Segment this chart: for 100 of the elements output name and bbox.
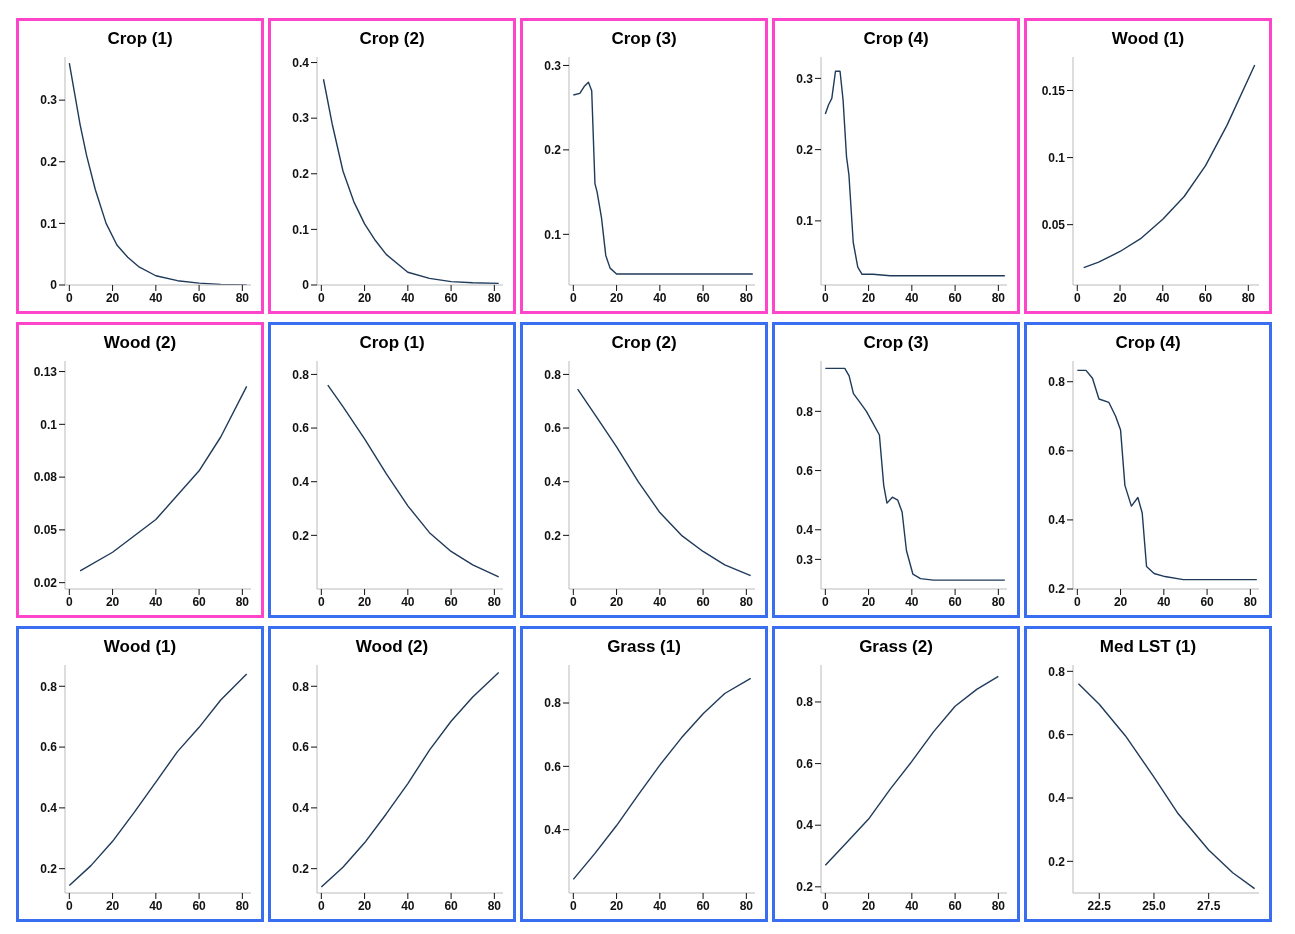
x-tick-label: 40 xyxy=(149,594,163,609)
x-tick-label: 60 xyxy=(444,898,459,913)
line-series xyxy=(572,81,754,275)
y-tick-label: 0.15 xyxy=(1041,83,1066,98)
x-tick-label: 0 xyxy=(569,898,577,913)
y-tick-label: 0.2 xyxy=(1048,582,1066,597)
x-tick-label: 80 xyxy=(487,594,502,609)
line-series xyxy=(824,675,1000,866)
y-tick-label: 0.6 xyxy=(40,740,58,755)
x-tick-label: 40 xyxy=(401,290,415,305)
y-tick-label: 0.8 xyxy=(796,404,814,419)
y-tick-label: 0.3 xyxy=(292,111,310,126)
y-tick-label: 0 xyxy=(50,278,58,293)
y-tick-label: 0.6 xyxy=(796,463,814,478)
x-tick-label: 0 xyxy=(1073,290,1081,305)
y-tick-label: 0.2 xyxy=(796,880,814,895)
y-tick-label: 0.6 xyxy=(544,421,562,436)
y-tick-label: 0.8 xyxy=(1048,374,1066,389)
chart-title: Med LST (1) xyxy=(1098,637,1198,657)
y-tick-label: 0.4 xyxy=(1048,513,1066,528)
x-tick-label: 80 xyxy=(487,898,502,913)
y-tick-label: 0.1 xyxy=(1048,150,1066,165)
x-tick-label: 80 xyxy=(1243,594,1258,609)
x-tick-label: 80 xyxy=(991,290,1006,305)
x-tick-label: 60 xyxy=(1200,594,1215,609)
x-tick-label: 60 xyxy=(192,898,207,913)
chart-title: Crop (1) xyxy=(106,29,174,49)
x-tick-label: 40 xyxy=(653,594,667,609)
y-tick-label: 0 xyxy=(302,278,310,293)
x-tick-label: 60 xyxy=(444,594,459,609)
x-tick-label: 22.5 xyxy=(1087,898,1112,913)
y-tick-label: 0.2 xyxy=(292,167,310,182)
x-tick-label: 20 xyxy=(357,594,372,609)
x-tick-label: 20 xyxy=(1113,290,1128,305)
x-tick-label: 80 xyxy=(991,898,1006,913)
y-tick-label: 0.2 xyxy=(796,142,814,157)
chart-title: Crop (2) xyxy=(358,29,426,49)
x-tick-label: 40 xyxy=(1156,290,1170,305)
x-tick-label: 20 xyxy=(357,290,372,305)
line-series xyxy=(320,671,500,888)
x-tick-label: 27.5 xyxy=(1196,898,1221,913)
y-tick-label: 0.13 xyxy=(33,364,58,379)
x-tick-label: 0 xyxy=(317,898,325,913)
y-tick-label: 0.4 xyxy=(796,818,814,833)
x-tick-label: 60 xyxy=(696,594,711,609)
y-tick-label: 0.6 xyxy=(292,740,310,755)
line-series xyxy=(79,385,248,572)
y-tick-label: 0.05 xyxy=(33,523,58,538)
x-tick-label: 0 xyxy=(821,290,829,305)
chart-title: Crop (3) xyxy=(862,333,930,353)
x-tick-label: 20 xyxy=(609,594,624,609)
line-series xyxy=(572,677,752,881)
chart-title: Wood (1) xyxy=(1110,29,1186,49)
x-tick-label: 60 xyxy=(192,290,207,305)
line-series xyxy=(327,384,500,578)
x-tick-label: 0 xyxy=(65,594,73,609)
x-tick-label: 40 xyxy=(401,898,415,913)
y-tick-label: 0.1 xyxy=(292,222,310,237)
line-series xyxy=(824,367,1006,581)
y-tick-label: 0.1 xyxy=(796,214,814,229)
y-tick-label: 0.2 xyxy=(544,143,562,158)
y-tick-label: 0.1 xyxy=(40,216,58,231)
x-tick-label: 0 xyxy=(821,898,829,913)
x-tick-label: 20 xyxy=(357,898,372,913)
y-tick-label: 0.4 xyxy=(544,822,562,837)
chart-title: Crop (3) xyxy=(610,29,678,49)
chart-title: Crop (4) xyxy=(862,29,930,49)
x-tick-label: 80 xyxy=(739,898,754,913)
x-tick-label: 80 xyxy=(235,290,250,305)
x-tick-label: 20 xyxy=(105,290,120,305)
y-tick-label: 0.3 xyxy=(544,58,562,73)
x-tick-label: 0 xyxy=(569,290,577,305)
x-tick-label: 20 xyxy=(861,290,876,305)
chart-title: Grass (1) xyxy=(606,637,682,657)
y-tick-label: 0.3 xyxy=(40,93,58,108)
y-tick-label: 0.02 xyxy=(33,575,58,590)
x-tick-label: 0 xyxy=(1073,594,1081,609)
line-series xyxy=(68,673,248,887)
x-tick-label: 60 xyxy=(696,898,711,913)
x-tick-label: 25.0 xyxy=(1142,898,1166,913)
y-tick-label: 0.6 xyxy=(1048,727,1066,742)
y-tick-label: 0.4 xyxy=(1048,791,1066,806)
y-tick-label: 0.3 xyxy=(796,71,814,86)
x-tick-label: 20 xyxy=(105,898,120,913)
chart-title: Wood (2) xyxy=(102,333,178,353)
y-tick-label: 0.4 xyxy=(544,474,562,489)
x-tick-label: 40 xyxy=(905,594,919,609)
x-tick-label: 80 xyxy=(1241,290,1256,305)
y-tick-label: 0.8 xyxy=(544,367,562,382)
x-tick-label: 20 xyxy=(609,898,624,913)
x-tick-label: 0 xyxy=(821,594,829,609)
x-tick-label: 0 xyxy=(317,594,325,609)
line-series xyxy=(1076,369,1258,581)
y-tick-label: 0.8 xyxy=(40,679,58,694)
x-tick-label: 60 xyxy=(696,290,711,305)
x-tick-label: 40 xyxy=(149,290,163,305)
x-tick-label: 20 xyxy=(1113,594,1128,609)
x-tick-label: 40 xyxy=(401,594,415,609)
x-tick-label: 0 xyxy=(65,290,73,305)
y-tick-label: 0.6 xyxy=(1048,444,1066,459)
